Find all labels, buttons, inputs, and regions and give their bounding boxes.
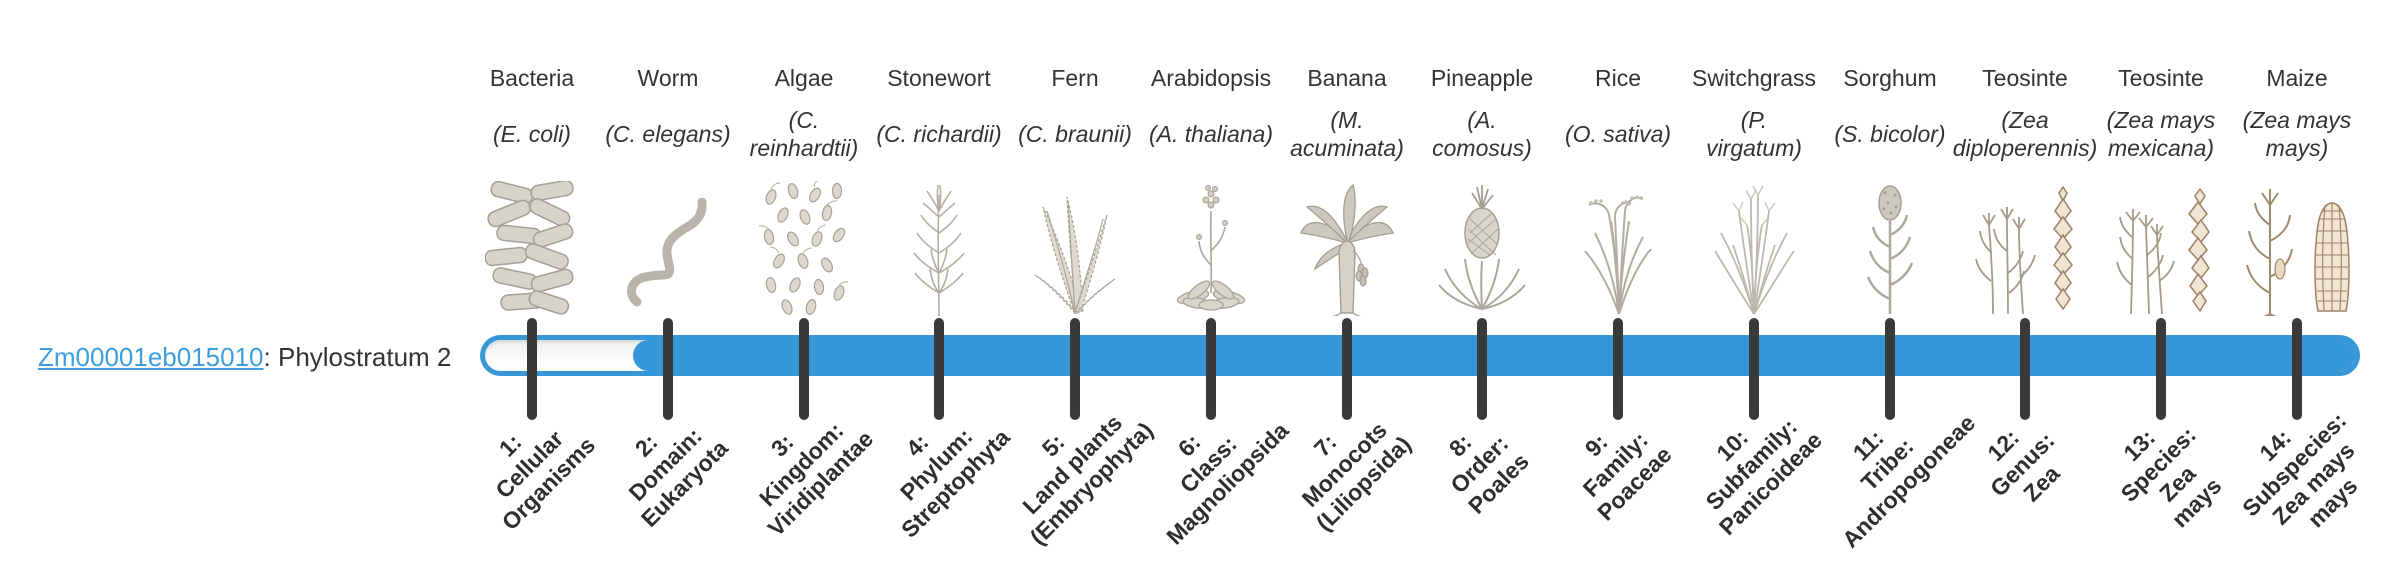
phylostratum-tick-2 bbox=[663, 318, 673, 420]
organism-column-maize: Maize (Zea mays mays) bbox=[2222, 60, 2372, 316]
phylostratum-tick-9 bbox=[1613, 318, 1623, 420]
organism-scientific-name: (C. richardii) bbox=[876, 120, 1002, 147]
organism-name: Bacteria bbox=[489, 65, 575, 91]
organism-scientific-name: (E. coli) bbox=[493, 120, 571, 147]
phylostratum-tick-5 bbox=[1070, 318, 1080, 420]
organism-scientific-name: (A. comosus) bbox=[1432, 106, 1532, 161]
organism-column-stonewort: Stonewort (C. richardii) bbox=[864, 60, 1014, 316]
maize-illustration bbox=[2222, 176, 2372, 316]
gene-phylostratum-text: : Phylostratum 2 bbox=[263, 342, 452, 372]
worm-illustration bbox=[593, 176, 743, 316]
phylostratum-tick-10 bbox=[1749, 318, 1759, 420]
phylostratum-tick-7 bbox=[1342, 318, 1352, 420]
organism-scientific-name: (Zea diploperennis) bbox=[1952, 106, 2098, 161]
phylostratum-tick-13 bbox=[2156, 318, 2166, 420]
organism-column-teosinte-mexicana: Teosinte (Zea mays mexicana) bbox=[2086, 60, 2236, 315]
gene-id-link[interactable]: Zm00001eb015010 bbox=[38, 342, 264, 372]
organism-column-worm: Worm (C. elegans) bbox=[593, 60, 743, 307]
organism-name: Switchgrass bbox=[1692, 65, 1816, 91]
organism-name: Pineapple bbox=[1430, 65, 1534, 91]
organism-name: Teosinte bbox=[1982, 65, 2068, 91]
phylostratum-tick-1 bbox=[527, 318, 537, 420]
gene-label: Zm00001eb015010: Phylostratum 2 bbox=[38, 341, 451, 373]
organism-column-bacteria: Bacteria (E. coli) bbox=[457, 60, 607, 315]
organism-scientific-name: (C. reinhardtii) bbox=[749, 106, 859, 161]
organism-column-rice: Rice (O. sativa) bbox=[1543, 60, 1693, 315]
pineapple-illustration bbox=[1407, 176, 1557, 316]
organism-name: Arabidopsis bbox=[1150, 65, 1272, 91]
organism-name: Sorghum bbox=[1843, 65, 1937, 91]
organism-column-banana: Banana (M. acuminata) bbox=[1272, 60, 1422, 316]
phylostratum-tick-4 bbox=[934, 318, 944, 420]
organism-name: Teosinte bbox=[2118, 65, 2204, 91]
organism-scientific-name: (A. thaliana) bbox=[1148, 120, 1273, 147]
organism-scientific-name: (M. acuminata) bbox=[1290, 106, 1404, 161]
phylostratum-label-14: 14: Subspecies: Zea mays mays bbox=[2237, 407, 2363, 533]
teosinte-mexicana-illustration bbox=[2086, 176, 2236, 316]
organism-name: Banana bbox=[1307, 65, 1387, 91]
phylostratum-tick-3 bbox=[799, 318, 809, 420]
organism-scientific-name: (P. virgatum) bbox=[1706, 106, 1802, 161]
bar-filled-region bbox=[633, 340, 2355, 371]
arabidopsis-illustration bbox=[1136, 176, 1286, 316]
switchgrass-illustration bbox=[1679, 176, 1829, 316]
organism-column-switchgrass: Switchgrass (P. virgatum) bbox=[1679, 60, 1829, 315]
stonewort-illustration bbox=[864, 176, 1014, 316]
organism-column-algae: Algae (C. reinhardtii) bbox=[729, 60, 879, 315]
organism-name: Maize bbox=[2266, 65, 2328, 91]
algae-illustration bbox=[729, 176, 879, 316]
organism-name: Algae bbox=[774, 65, 834, 91]
organism-column-teosinte-diploperennis: Teosinte (Zea diploperennis) bbox=[1950, 60, 2100, 315]
phylostratum-tick-8 bbox=[1477, 318, 1487, 420]
bacteria-illustration bbox=[457, 176, 607, 316]
organism-scientific-name: (O. sativa) bbox=[1564, 120, 1672, 147]
organism-scientific-name: (C. elegans) bbox=[605, 120, 731, 147]
phylostratum-tick-11 bbox=[1885, 318, 1895, 420]
sorghum-illustration bbox=[1815, 176, 1965, 316]
phylostratum-tick-12 bbox=[2020, 318, 2030, 420]
phylostratum-tick-14 bbox=[2292, 318, 2302, 420]
organism-scientific-name: (Zea mays mexicana) bbox=[2106, 106, 2216, 161]
organism-scientific-name: (C. braunii) bbox=[1018, 120, 1132, 147]
organism-scientific-name: (S. bicolor) bbox=[1834, 120, 1946, 147]
organism-name: Worm bbox=[637, 65, 699, 91]
rice-illustration bbox=[1543, 176, 1693, 316]
organism-column-pineapple: Pineapple (A. comosus) bbox=[1407, 60, 1557, 310]
organism-scientific-name: (Zea mays mays) bbox=[2242, 106, 2352, 161]
banana-illustration bbox=[1272, 176, 1422, 316]
phylostratum-bar bbox=[480, 335, 2360, 376]
organism-name: Stonewort bbox=[887, 65, 991, 91]
organism-name: Rice bbox=[1594, 65, 1641, 91]
organism-column-sorghum: Sorghum (S. bicolor) bbox=[1815, 60, 1965, 314]
teosinte-diploperennis-illustration bbox=[1950, 176, 2100, 316]
organism-name: Fern bbox=[1051, 65, 1099, 91]
phylostratum-tick-6 bbox=[1206, 318, 1216, 420]
organism-column-arabidopsis: Arabidopsis (A. thaliana) bbox=[1136, 60, 1286, 311]
fern-illustration bbox=[1000, 176, 1150, 316]
organism-column-fern: Fern (C. braunii) bbox=[1000, 60, 1150, 315]
